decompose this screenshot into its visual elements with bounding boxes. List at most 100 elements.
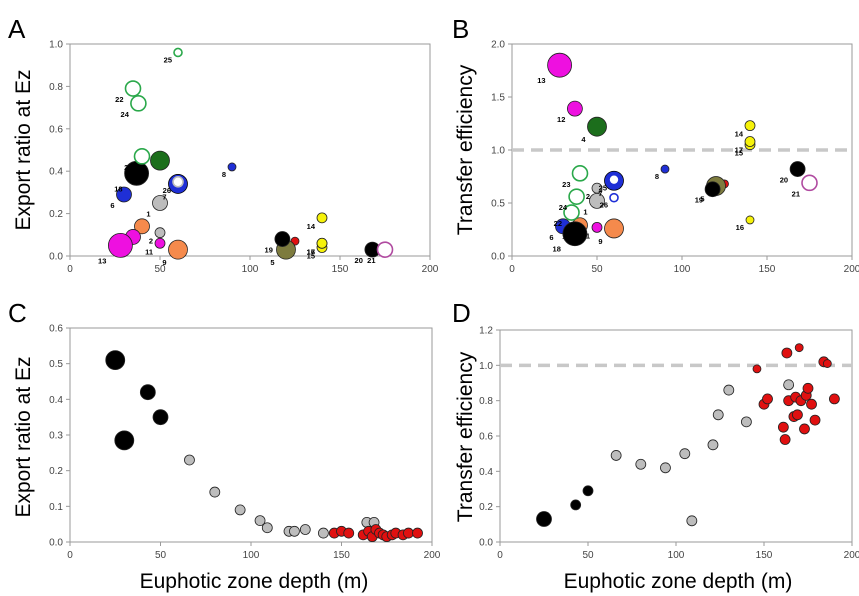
panel-a-point-13 — [108, 232, 133, 258]
panel-a-point-2-label: 2 — [149, 237, 153, 246]
panel-letter-d: D — [452, 298, 471, 328]
panel-c-y-tick-label: 0.3 — [49, 431, 63, 442]
panel-a-point-18-label: 18 — [114, 184, 122, 193]
panel-a-point-22 — [124, 80, 142, 97]
panel-a-y-tick-label: 0.8 — [49, 82, 63, 93]
panel-c-x-tick-label: 0 — [67, 550, 73, 561]
panel-b-point-13-label: 13 — [537, 76, 545, 85]
panel-d-point-19 — [781, 347, 793, 359]
panel-b-point-11 — [591, 221, 603, 233]
panel-d-y-tick-label: 0.8 — [479, 396, 493, 407]
panel-b-point-22-label: 22 — [554, 219, 562, 228]
panel-d-x-axis-title: Euphotic zone depth (m) — [564, 570, 793, 593]
panel-c-plot: 0 50 100 150 200 0.0 0.1 0.2 0.3 0.4 0.5 0.6 — [49, 324, 441, 562]
panel-d-point-11 — [723, 384, 735, 396]
panel-c-x-tick-label: 100 — [243, 550, 260, 561]
panel-a-y-tick-label: 0.4 — [49, 167, 63, 178]
panel-d-point-33 — [829, 393, 840, 405]
panel-b-point-24 — [568, 188, 585, 205]
panel-a-frame — [69, 43, 431, 257]
panel-a-point-8 — [227, 162, 237, 172]
panel-d-point-6 — [660, 462, 671, 474]
panel-d-point-32 — [822, 359, 832, 368]
panel-letter-c: C — [8, 298, 27, 328]
panel-b-point-18-label: 18 — [553, 245, 561, 254]
panel-a-point-24 — [130, 95, 147, 112]
panel-c-x-tick-label: 150 — [333, 550, 350, 561]
panel-d-point-13 — [783, 379, 795, 391]
panel-c-y-axis-title: Export ratio at Ez — [12, 356, 35, 517]
panel-c-point-13 — [317, 527, 329, 539]
panel-a-point-21 — [376, 241, 394, 258]
panel-d-x-tick-label: 200 — [844, 550, 859, 561]
panel-c-y-tick-label: 0.1 — [49, 502, 63, 513]
panel-a-point-22-label: 22 — [115, 95, 123, 104]
panel-b-x-tick-label: 0 — [509, 264, 515, 275]
panel-d-point-2 — [570, 499, 582, 511]
panel-b-y-tick-label: 1.5 — [491, 93, 505, 104]
panel-a-x-tick-label: 150 — [332, 264, 349, 275]
panel-c-point-18 — [343, 527, 355, 539]
panel-b-point-14-label: 14 — [735, 130, 744, 139]
panel-d-point-17 — [777, 421, 789, 433]
panel-b-point-25 — [608, 173, 620, 186]
panel-b-point-2-label: 2 — [586, 192, 590, 201]
panel-d-point-14 — [752, 364, 762, 374]
panel-d-point-24 — [794, 343, 804, 353]
panel-a-point-14-label: 14 — [307, 222, 316, 231]
panel-a-point-17 — [316, 237, 328, 249]
panel-c-point-11 — [289, 525, 300, 537]
panel-b-point-21-label: 21 — [792, 189, 800, 198]
panel-b-point-13 — [547, 52, 572, 78]
panel-a-point-20-label: 20 — [355, 256, 363, 265]
panel-b-point-20-label: 20 — [780, 176, 788, 185]
panel-d-y-tick-label: 1.2 — [479, 326, 493, 337]
panel-d-point-9 — [707, 439, 719, 451]
panel-c-point-6 — [209, 486, 221, 498]
panel-b-point-20 — [789, 161, 806, 177]
panel-d-point-18 — [779, 434, 791, 445]
panel-a-point-16-label: 16 — [307, 247, 315, 256]
panel-d-y-tick-label: 0.2 — [479, 502, 493, 513]
panel-b-x-tick-label: 150 — [759, 264, 776, 275]
panel-b-point-17-label: 17 — [735, 146, 743, 155]
panel-d-point-3 — [582, 485, 594, 497]
panel-d-x-tick-label: 150 — [756, 550, 773, 561]
panel-a-y-tick-label: 1.0 — [49, 40, 63, 51]
panel-d-point-12 — [741, 416, 752, 428]
panel-b-point-2 — [591, 182, 603, 194]
panel-c-y-tick-label: 0.6 — [49, 324, 63, 335]
panel-d-y-tick-label: 1.0 — [479, 361, 493, 372]
panel-a-point-26-label: 26 — [163, 186, 171, 195]
panel-b-point-9-label: 9 — [598, 237, 602, 246]
panel-b-point-19 — [704, 181, 721, 198]
panel-c-x-axis-title: Euphotic zone depth (m) — [140, 570, 369, 593]
panel-c-point-8 — [254, 515, 266, 526]
panel-d-point-7 — [679, 448, 691, 460]
panel-b-point-15-label: 15 — [735, 149, 743, 158]
panel-b-y-axis-title: Transfer efficiency — [454, 64, 477, 235]
panel-a-point-17-label: 17 — [307, 247, 315, 256]
panel-d-point-8 — [686, 515, 698, 527]
panel-a-x-tick-label: 0 — [67, 264, 73, 275]
panel-a-y-tick-label: 0.2 — [49, 209, 63, 220]
panel-b-point-23-label: 23 — [562, 180, 570, 189]
panel-a-point-1-label: 1 — [146, 210, 150, 219]
panel-b-point-8-label: 8 — [655, 172, 659, 181]
panel-b-point-14 — [744, 120, 756, 132]
panel-b-point-23 — [571, 165, 589, 182]
panel-a-point-7-label: 7 — [162, 192, 166, 201]
panel-d-point-30 — [809, 414, 821, 426]
panel-a-x-tick-label: 100 — [242, 264, 259, 275]
panel-d-point-5 — [635, 458, 647, 470]
panel-d-point-16 — [762, 393, 773, 405]
panel-a-point-11-label: 11 — [145, 247, 153, 256]
panel-a-point-13-label: 13 — [98, 256, 106, 265]
panel-c-x-tick-label: 50 — [155, 550, 167, 561]
panel-c-point-9 — [261, 522, 273, 534]
panel-b-point-25-label: 25 — [599, 184, 607, 193]
panel-a-point-2 — [154, 227, 166, 239]
panel-b-x-tick-label: 200 — [844, 264, 859, 275]
panel-d-plot: 0 50 100 150 200 0.0 0.2 0.4 0.6 0.8 1.0 1.2 — [479, 326, 859, 562]
panel-c-x-tick-label: 200 — [424, 550, 441, 561]
